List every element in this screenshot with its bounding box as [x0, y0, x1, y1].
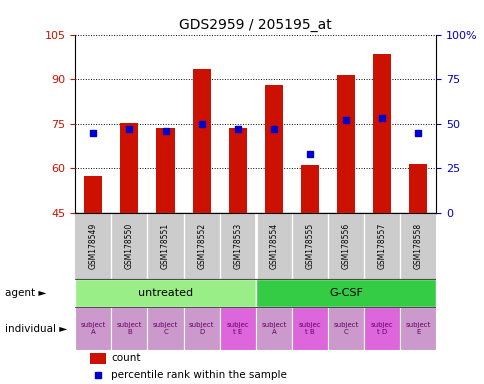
- Text: GSM178553: GSM178553: [233, 223, 242, 269]
- Text: GSM178551: GSM178551: [161, 223, 170, 269]
- Bar: [336, 75, 354, 213]
- Title: GDS2959 / 205195_at: GDS2959 / 205195_at: [179, 18, 332, 32]
- Text: subjec
t B: subjec t B: [298, 322, 321, 335]
- Bar: [264, 85, 282, 213]
- Bar: [363, 307, 399, 350]
- Text: subject
B: subject B: [117, 322, 142, 335]
- Text: GSM178549: GSM178549: [89, 223, 98, 269]
- Text: agent ►: agent ►: [5, 288, 46, 298]
- Text: count: count: [111, 353, 140, 363]
- Text: GSM178552: GSM178552: [197, 223, 206, 269]
- Text: GSM178556: GSM178556: [341, 223, 350, 269]
- Text: GSM178557: GSM178557: [377, 223, 386, 269]
- Text: subject
C: subject C: [333, 322, 358, 335]
- Text: subject
A: subject A: [80, 322, 106, 335]
- Text: GSM178555: GSM178555: [305, 223, 314, 269]
- Bar: [111, 307, 147, 350]
- Text: untreated: untreated: [137, 288, 193, 298]
- Bar: [120, 123, 138, 213]
- Bar: [156, 128, 174, 213]
- Text: subject
C: subject C: [152, 322, 178, 335]
- Bar: [84, 176, 102, 213]
- Bar: [301, 166, 318, 213]
- Bar: [183, 307, 219, 350]
- Bar: [399, 307, 436, 350]
- Bar: [291, 307, 327, 350]
- Bar: [90, 353, 106, 364]
- Text: individual ►: individual ►: [5, 324, 67, 334]
- Text: GSM178554: GSM178554: [269, 223, 278, 269]
- Text: GSM178558: GSM178558: [413, 223, 422, 269]
- Text: G-CSF: G-CSF: [329, 288, 363, 298]
- Text: subject
D: subject D: [189, 322, 214, 335]
- Text: subject
E: subject E: [405, 322, 430, 335]
- Text: subjec
t E: subjec t E: [226, 322, 249, 335]
- Bar: [256, 279, 436, 307]
- Text: percentile rank within the sample: percentile rank within the sample: [111, 370, 287, 380]
- Text: subjec
t D: subjec t D: [370, 322, 393, 335]
- Bar: [75, 307, 111, 350]
- Bar: [192, 69, 210, 213]
- Text: GSM178550: GSM178550: [124, 223, 134, 269]
- Text: subject
A: subject A: [261, 322, 286, 335]
- Bar: [147, 307, 183, 350]
- Bar: [256, 307, 291, 350]
- Bar: [75, 279, 256, 307]
- Bar: [228, 128, 246, 213]
- Bar: [373, 54, 391, 213]
- Bar: [327, 307, 363, 350]
- Bar: [408, 164, 426, 213]
- Bar: [219, 307, 256, 350]
